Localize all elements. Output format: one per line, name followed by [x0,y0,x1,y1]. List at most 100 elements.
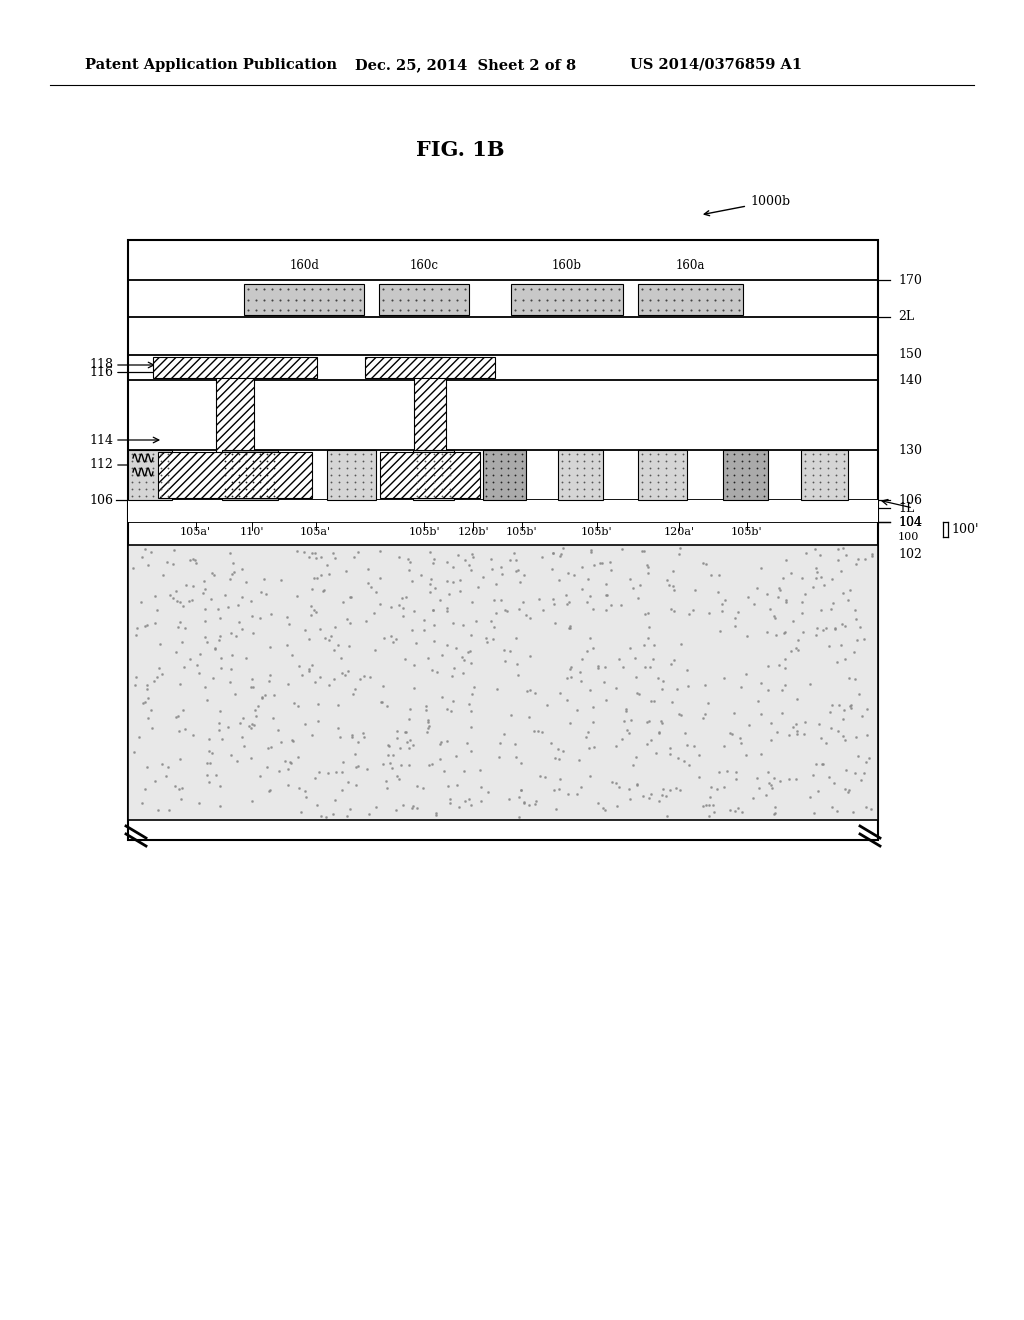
Point [125,557,141,578]
Point [201,741,217,762]
Point [197,676,213,697]
Point [760,655,776,676]
Point [700,795,717,816]
Point [598,599,614,620]
Point [662,780,678,801]
Point [311,762,328,783]
Point [425,599,441,620]
Point [136,615,153,636]
Point [409,775,425,796]
Text: 170: 170 [898,273,922,286]
Point [738,744,755,766]
Point [244,714,260,735]
Point [409,797,425,818]
Point [770,586,786,607]
Point [653,678,670,700]
Point [637,603,653,624]
Point [546,780,562,801]
Point [680,603,696,624]
Point [623,710,639,731]
Point [252,607,268,628]
Point [634,541,650,562]
Point [350,755,367,776]
Point [339,609,355,630]
Point [479,632,496,653]
Point [515,591,531,612]
Point [573,648,590,669]
Text: US 2014/0376859 A1: US 2014/0376859 A1 [630,58,802,73]
Bar [801,450,848,500]
Point [367,602,383,623]
Text: 116: 116 [89,366,113,379]
Point [808,568,824,589]
Point [220,597,237,618]
Point [829,801,846,822]
Point [650,722,667,743]
Point [660,574,677,595]
Point [824,796,841,817]
Bar [414,356,446,498]
Point [296,541,312,562]
Point [461,788,477,809]
Point [610,776,627,797]
Point [582,586,598,607]
Point [805,577,821,598]
Point [716,735,732,756]
Point [732,727,749,748]
Point [325,804,341,825]
Point [531,766,548,787]
Point [301,546,317,568]
Text: 160a: 160a [676,259,706,272]
Point [494,590,510,611]
Point [841,779,857,800]
Text: 114: 114 [89,433,113,446]
Point [358,611,375,632]
Point [304,655,321,676]
Bar [245,284,365,315]
Point [455,661,471,682]
Point [330,635,346,656]
Point [847,763,863,784]
Point [521,795,538,816]
Point [164,587,180,609]
Point [150,800,166,821]
Point [655,671,672,692]
Point [243,591,259,612]
Point [582,680,598,701]
Point [642,690,658,711]
Point [710,582,726,603]
Point [385,632,401,653]
Point [391,737,408,758]
Point [694,552,711,573]
Point [436,760,453,781]
Point [753,744,769,766]
Point [442,788,459,809]
Point [207,639,223,660]
Text: 130: 130 [898,444,922,457]
Point [711,762,727,783]
Point [344,727,360,748]
Point [552,768,568,789]
Point [570,750,587,771]
Point [172,748,188,770]
Point [168,706,184,727]
Point [551,570,567,591]
Point [822,598,839,619]
Point [670,747,686,768]
Point [848,726,864,747]
Point [379,696,395,717]
Point [442,792,459,813]
Point [642,784,658,805]
Point [139,675,156,696]
Point [638,734,654,755]
Point [301,660,317,681]
Point [815,754,831,775]
Point [808,754,824,775]
Point [749,767,765,788]
Point [837,648,853,669]
Point [766,804,782,825]
Point [335,751,351,772]
Point [173,789,189,810]
Point [543,733,559,754]
Point [573,777,590,799]
